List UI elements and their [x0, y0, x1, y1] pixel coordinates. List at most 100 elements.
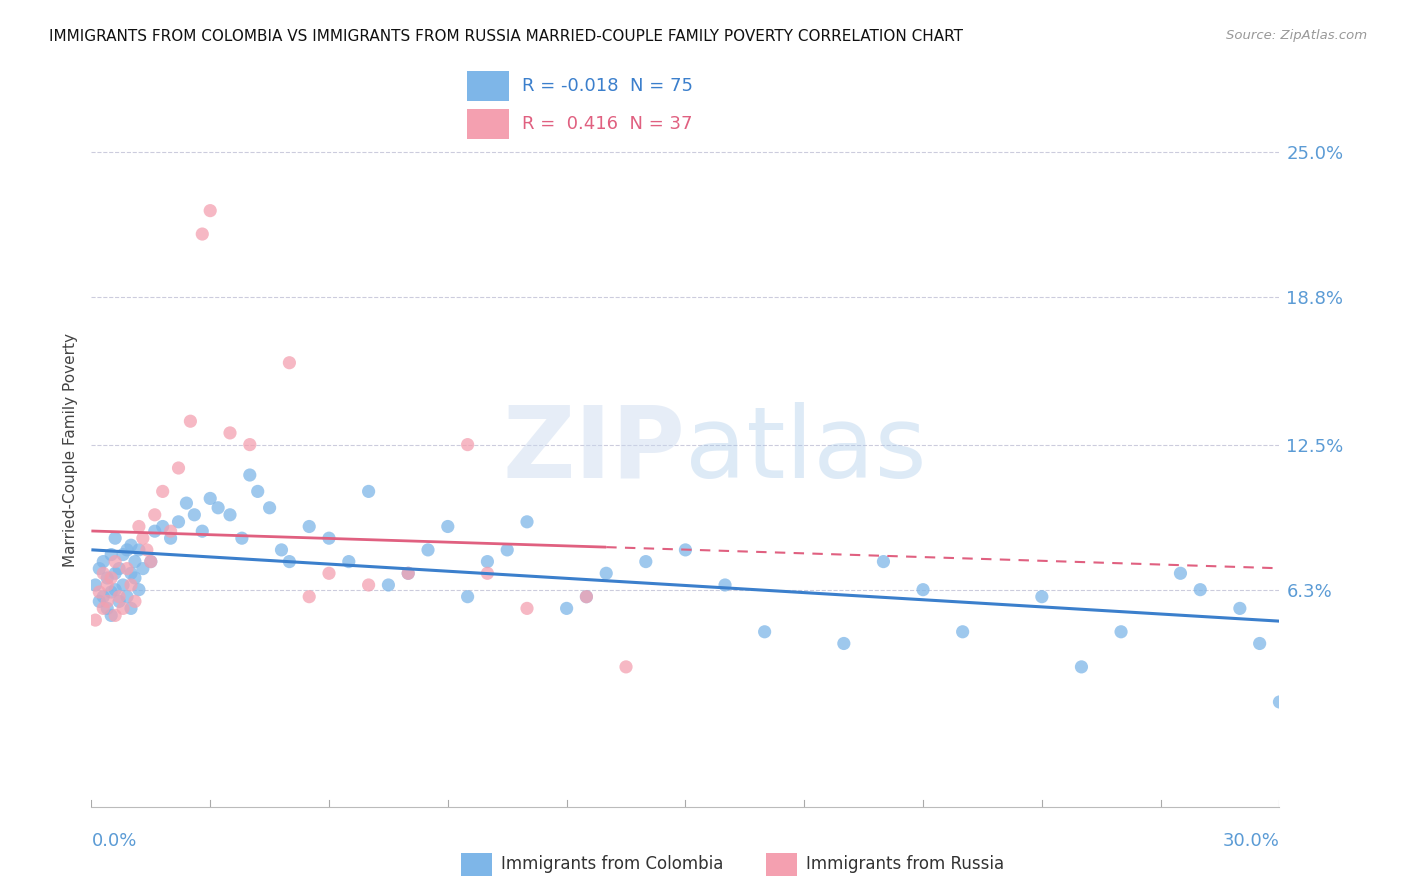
Point	[516, 515, 538, 529]
Point	[112, 578, 135, 592]
Point	[1031, 590, 1053, 604]
Point	[1229, 601, 1251, 615]
Point	[128, 542, 150, 557]
Text: 30.0%: 30.0%	[1223, 831, 1279, 849]
Point	[416, 542, 439, 557]
Bar	[467, 71, 509, 101]
Point	[754, 624, 776, 639]
Point	[120, 601, 142, 615]
Point	[436, 519, 458, 533]
Point	[477, 555, 499, 569]
Point	[112, 601, 135, 615]
Point	[179, 414, 201, 428]
Point	[952, 624, 974, 639]
Point	[96, 594, 118, 608]
Point	[167, 461, 190, 475]
Point	[167, 515, 190, 529]
Point	[84, 613, 107, 627]
Point	[128, 582, 150, 597]
Point	[298, 519, 321, 533]
Point	[128, 519, 150, 533]
Point	[112, 548, 135, 562]
Point	[115, 590, 138, 604]
Point	[278, 356, 301, 370]
Point	[191, 227, 214, 241]
Point	[377, 578, 399, 592]
Point	[1109, 624, 1132, 639]
Point	[159, 531, 181, 545]
Point	[115, 542, 138, 557]
Point	[396, 566, 419, 581]
Point	[96, 578, 118, 592]
Y-axis label: Married-Couple Family Poverty: Married-Couple Family Poverty	[63, 334, 79, 567]
Point	[239, 437, 262, 451]
Point	[143, 524, 166, 538]
Point	[614, 660, 637, 674]
Point	[100, 548, 122, 562]
Point	[239, 468, 262, 483]
Point	[108, 590, 131, 604]
Point	[115, 561, 138, 575]
Point	[1170, 566, 1192, 581]
Point	[298, 590, 321, 604]
Point	[278, 555, 301, 569]
Point	[872, 555, 894, 569]
Text: ZIP: ZIP	[502, 402, 685, 499]
Text: R = -0.018  N = 75: R = -0.018 N = 75	[522, 78, 693, 95]
Point	[457, 437, 479, 451]
Point	[91, 566, 114, 581]
Point	[124, 555, 146, 569]
Point	[595, 566, 617, 581]
Text: atlas: atlas	[685, 402, 927, 499]
Point	[357, 484, 380, 499]
Point	[219, 508, 242, 522]
Point	[246, 484, 269, 499]
Point	[1070, 660, 1092, 674]
Point	[1249, 636, 1271, 650]
Point	[96, 601, 118, 615]
Point	[516, 601, 538, 615]
Point	[1268, 695, 1291, 709]
Point	[259, 500, 281, 515]
Point	[89, 585, 111, 599]
Point	[357, 578, 380, 592]
Point	[91, 590, 114, 604]
Point	[198, 203, 221, 218]
Point	[100, 608, 122, 623]
Point	[496, 542, 519, 557]
Point	[104, 566, 127, 581]
Point	[457, 590, 479, 604]
Point	[714, 578, 737, 592]
Text: Immigrants from Colombia: Immigrants from Colombia	[501, 855, 723, 873]
Text: 0.0%: 0.0%	[91, 831, 136, 849]
Point	[89, 594, 111, 608]
Point	[91, 555, 114, 569]
Point	[231, 531, 253, 545]
Point	[143, 508, 166, 522]
Point	[575, 590, 598, 604]
Bar	[467, 109, 509, 139]
Point	[219, 425, 242, 440]
Text: IMMIGRANTS FROM COLOMBIA VS IMMIGRANTS FROM RUSSIA MARRIED-COUPLE FAMILY POVERTY: IMMIGRANTS FROM COLOMBIA VS IMMIGRANTS F…	[49, 29, 963, 44]
Point	[139, 555, 162, 569]
Text: R =  0.416  N = 37: R = 0.416 N = 37	[522, 115, 692, 133]
Text: Source: ZipAtlas.com: Source: ZipAtlas.com	[1226, 29, 1367, 42]
Point	[84, 578, 107, 592]
Point	[575, 590, 598, 604]
Point	[207, 500, 229, 515]
Point	[318, 531, 340, 545]
Point	[1189, 582, 1212, 597]
Point	[135, 542, 157, 557]
Point	[104, 608, 127, 623]
Point	[108, 594, 131, 608]
Point	[152, 519, 174, 533]
Point	[104, 531, 127, 545]
Point	[89, 561, 111, 575]
Point	[139, 555, 162, 569]
Point	[176, 496, 198, 510]
Point	[191, 524, 214, 538]
Point	[183, 508, 205, 522]
Point	[477, 566, 499, 581]
Point	[100, 585, 122, 599]
Point	[198, 491, 221, 506]
